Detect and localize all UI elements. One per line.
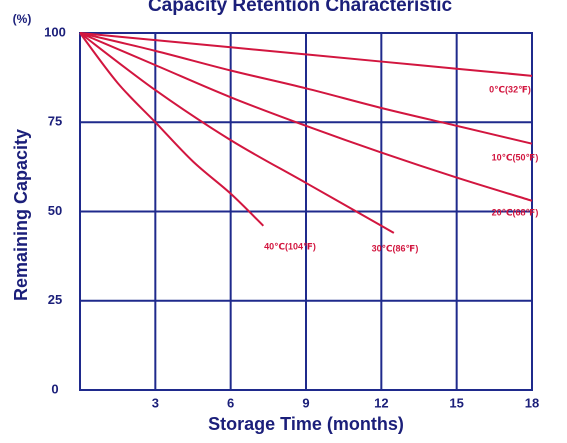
series-label: 30℃(86℉): [372, 243, 419, 253]
line: [79, 32, 533, 145]
series-label: 10℃(50℉): [492, 152, 539, 162]
line: [79, 32, 533, 77]
series-label: 0℃(32℉): [489, 84, 531, 94]
line: [79, 32, 265, 227]
x-tick-label: 9: [302, 395, 309, 410]
line: [79, 32, 533, 202]
y-tick-label: 75: [48, 114, 62, 129]
y-tick-label: 50: [48, 203, 62, 218]
line: [79, 32, 395, 234]
series-label: 40℃(104℉): [264, 241, 316, 251]
x-tick-label: 3: [152, 395, 159, 410]
x-tick-label: 12: [374, 395, 388, 410]
y-unit: (%): [13, 12, 32, 26]
x-tick-label: 6: [227, 395, 234, 410]
y-tick-label: 100: [44, 24, 66, 39]
chart-title: Capacity Retention Characteristic: [148, 0, 453, 16]
series-label: 20℃(68℉): [492, 207, 539, 217]
x-tick-label: 15: [449, 395, 463, 410]
x-axis-label: Storage Time (months): [208, 414, 404, 434]
x-tick-label: 18: [525, 395, 539, 410]
y-tick-label: 0: [51, 381, 58, 396]
y-tick-label: 25: [48, 292, 62, 307]
y-axis-label: Remaining Capacity: [11, 129, 31, 301]
